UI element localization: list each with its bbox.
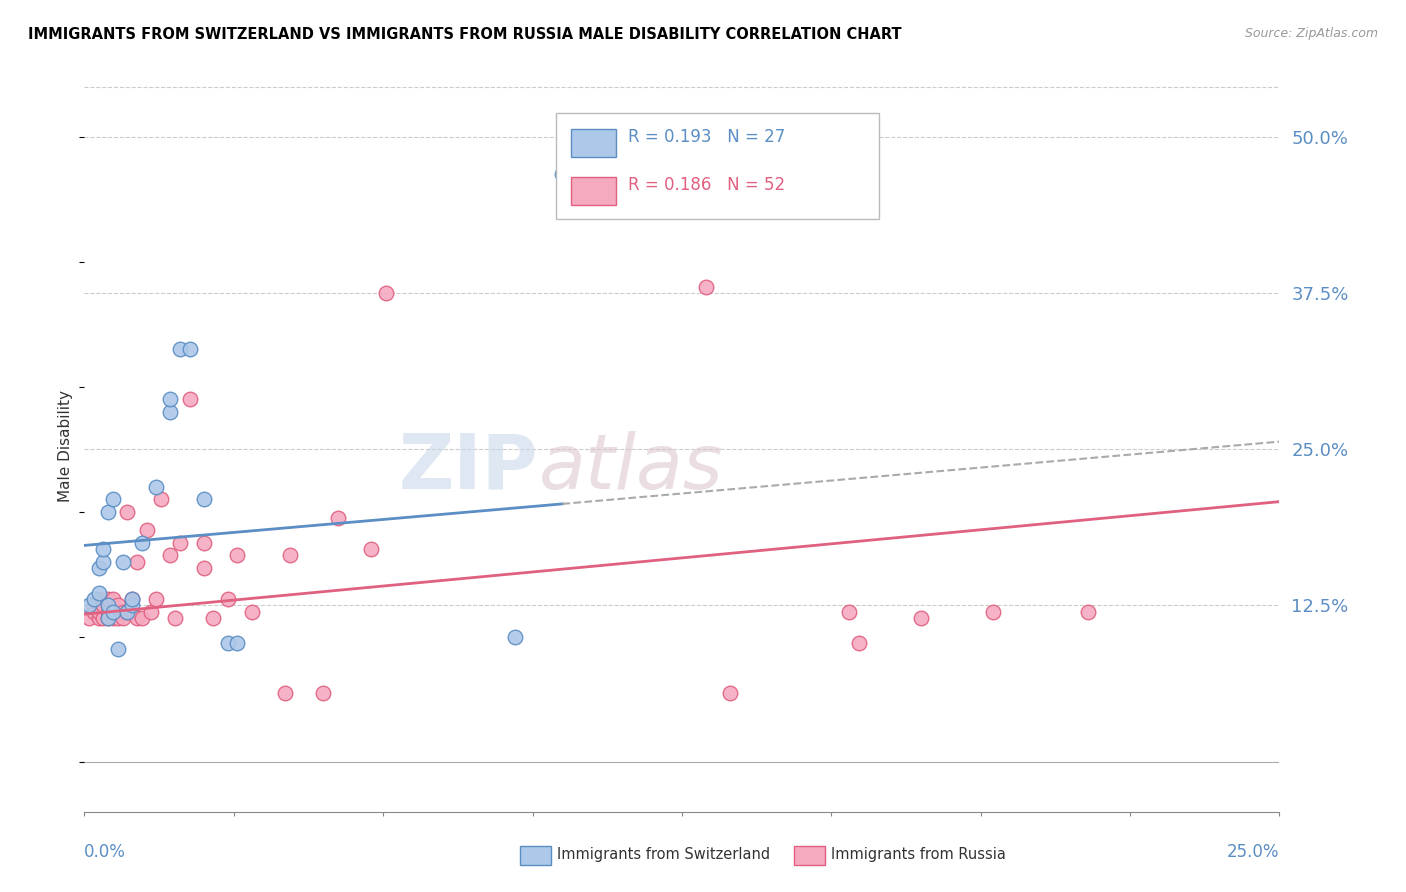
Point — [125, 611, 148, 625]
Point — [159, 549, 181, 563]
Point — [179, 392, 201, 406]
Point — [910, 611, 932, 625]
Point — [111, 555, 134, 569]
Point — [93, 555, 115, 569]
Point — [169, 536, 191, 550]
Point — [226, 549, 249, 563]
Point — [193, 536, 215, 550]
Point — [848, 636, 870, 650]
Y-axis label: Male Disability: Male Disability — [58, 390, 73, 502]
Point — [165, 611, 187, 625]
Point — [101, 492, 124, 507]
Point — [87, 586, 110, 600]
Point — [77, 611, 100, 625]
Point — [202, 611, 225, 625]
Text: 25.0%: 25.0% — [1227, 843, 1279, 861]
Point — [695, 279, 717, 293]
Point — [87, 611, 110, 625]
Point — [97, 605, 120, 619]
Point — [97, 592, 120, 607]
Text: ZIP: ZIP — [399, 431, 538, 505]
Point — [312, 686, 335, 700]
Point — [149, 492, 172, 507]
Point — [107, 611, 129, 625]
Point — [93, 542, 115, 557]
Text: Immigrants from Russia: Immigrants from Russia — [831, 847, 1005, 862]
Text: R = 0.186   N = 52: R = 0.186 N = 52 — [628, 176, 786, 194]
Point — [97, 599, 120, 613]
Point — [159, 404, 181, 418]
Point — [274, 686, 297, 700]
Point — [87, 605, 110, 619]
Point — [83, 592, 105, 607]
Point — [169, 342, 191, 356]
Point — [83, 599, 105, 613]
Point — [131, 536, 153, 550]
Point — [87, 592, 110, 607]
Point — [101, 605, 124, 619]
Point — [107, 642, 129, 657]
Text: atlas: atlas — [538, 431, 723, 505]
Point — [117, 605, 139, 619]
Point — [107, 599, 129, 613]
Point — [179, 342, 201, 356]
Point — [551, 167, 574, 181]
Point — [77, 599, 100, 613]
Point — [360, 542, 382, 557]
Text: Source: ZipAtlas.com: Source: ZipAtlas.com — [1244, 27, 1378, 40]
Point — [193, 492, 215, 507]
Point — [93, 599, 115, 613]
Point — [217, 592, 239, 607]
FancyBboxPatch shape — [557, 113, 879, 219]
Point — [121, 592, 143, 607]
Point — [93, 611, 115, 625]
Point — [193, 561, 215, 575]
Point — [121, 599, 143, 613]
Point — [1077, 605, 1099, 619]
Point — [131, 611, 153, 625]
Bar — [571, 177, 616, 204]
Point — [145, 592, 167, 607]
Point — [718, 686, 741, 700]
Text: IMMIGRANTS FROM SWITZERLAND VS IMMIGRANTS FROM RUSSIA MALE DISABILITY CORRELATIO: IMMIGRANTS FROM SWITZERLAND VS IMMIGRANT… — [28, 27, 901, 42]
Point — [217, 636, 239, 650]
Point — [503, 630, 526, 644]
Bar — [571, 129, 616, 157]
Point — [87, 561, 110, 575]
Point — [145, 480, 167, 494]
Text: Immigrants from Switzerland: Immigrants from Switzerland — [557, 847, 770, 862]
Point — [141, 605, 163, 619]
Point — [121, 592, 143, 607]
Point — [97, 611, 120, 625]
Point — [374, 285, 396, 300]
Point — [125, 555, 148, 569]
Point — [240, 605, 263, 619]
Point — [97, 611, 120, 625]
Text: 0.0%: 0.0% — [84, 843, 127, 861]
Point — [111, 611, 134, 625]
Point — [117, 505, 139, 519]
Point — [101, 611, 124, 625]
Point — [101, 592, 124, 607]
Point — [101, 605, 124, 619]
Point — [97, 505, 120, 519]
Point — [111, 605, 134, 619]
Text: R = 0.193   N = 27: R = 0.193 N = 27 — [628, 128, 786, 146]
Point — [117, 605, 139, 619]
Point — [83, 605, 105, 619]
Point — [159, 392, 181, 406]
Point — [981, 605, 1004, 619]
Point — [326, 511, 349, 525]
Point — [838, 605, 860, 619]
Point — [226, 636, 249, 650]
Point — [135, 524, 157, 538]
Point — [121, 605, 143, 619]
Point — [278, 549, 301, 563]
